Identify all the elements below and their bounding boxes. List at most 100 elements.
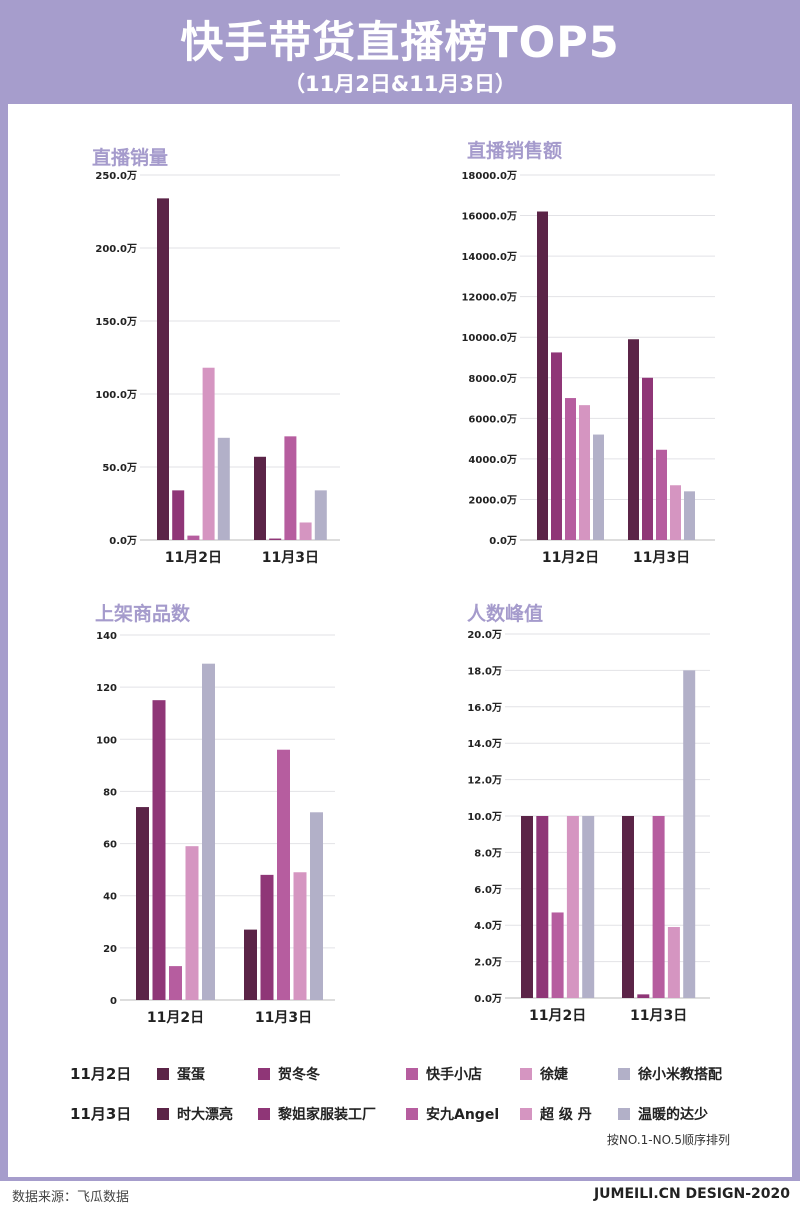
y-tick-label: 100 — [96, 735, 117, 746]
bar — [642, 377, 653, 540]
legend-swatch — [157, 1108, 169, 1120]
legend-swatch — [618, 1108, 630, 1120]
y-tick-label: 14.0万 — [467, 738, 502, 750]
legend-date-2: 11月3日 — [70, 1105, 132, 1123]
bar — [551, 912, 564, 998]
data-source: 数据来源：飞瓜数据 — [12, 1190, 130, 1205]
bar — [277, 749, 290, 1000]
x-category-label: 11月3日 — [630, 1008, 687, 1024]
bar — [565, 398, 576, 540]
y-tick-label: 140 — [96, 631, 117, 642]
y-tick-label: 2000.0万 — [468, 494, 517, 506]
y-tick-label: 50.0万 — [102, 462, 137, 474]
x-category-label: 11月2日 — [165, 550, 222, 566]
bar — [582, 816, 595, 998]
legend-swatch — [258, 1068, 270, 1080]
legend-label: 快手小店 — [426, 1067, 482, 1083]
design-credit: JUMEILI.CN DESIGN-2020 — [593, 1186, 790, 1202]
y-tick-label: 6000.0万 — [468, 413, 517, 425]
bar — [683, 670, 696, 998]
x-category-label: 11月2日 — [147, 1010, 204, 1026]
bar — [202, 663, 215, 1000]
y-tick-label: 200.0万 — [95, 243, 137, 255]
bar — [169, 966, 182, 1000]
y-tick-label: 18.0万 — [467, 665, 502, 677]
y-tick-label: 120 — [96, 683, 117, 694]
y-tick-label: 80 — [103, 787, 117, 798]
chart-title-peak-viewers: 人数峰值 — [467, 603, 544, 625]
bar — [537, 211, 548, 540]
y-tick-label: 10000.0万 — [461, 332, 517, 344]
bar — [172, 490, 185, 540]
legend-item: 时大漂亮 — [157, 1104, 233, 1124]
y-tick-label: 4.0万 — [474, 920, 502, 932]
legend-item: 快手小店 — [406, 1064, 482, 1084]
bar — [244, 929, 257, 1000]
y-tick-label: 8.0万 — [474, 847, 502, 859]
bar — [260, 874, 274, 1000]
legend-item: 安九Angel — [406, 1104, 499, 1124]
legend-label: 安九Angel — [426, 1107, 500, 1123]
y-tick-label: 12.0万 — [467, 775, 502, 787]
bar — [622, 816, 634, 998]
bar — [652, 816, 665, 998]
legend-swatch — [258, 1108, 270, 1120]
bar — [314, 490, 327, 540]
bar — [310, 812, 323, 1000]
bar — [684, 491, 695, 540]
y-tick-label: 100.0万 — [95, 389, 137, 401]
bar — [185, 846, 199, 1000]
legend-label: 超 级 丹 — [540, 1107, 592, 1123]
legend-item: 徐婕 — [520, 1064, 568, 1084]
bar — [152, 700, 166, 1000]
y-tick-label: 8000.0万 — [468, 373, 517, 385]
y-tick-label: 0 — [110, 996, 117, 1007]
legend-label: 时大漂亮 — [177, 1107, 233, 1123]
y-tick-label: 0.0万 — [474, 993, 502, 1005]
y-tick-label: 6.0万 — [474, 884, 502, 896]
chart-title-products: 上架商品数 — [95, 603, 191, 625]
y-tick-label: 10.0万 — [467, 811, 502, 823]
ranking-note: 按NO.1-NO.5顺序排列 — [606, 1133, 730, 1147]
bar — [536, 816, 549, 998]
x-category-label: 11月3日 — [262, 550, 319, 566]
bar — [667, 927, 680, 998]
bar — [299, 522, 312, 540]
bar — [628, 339, 639, 540]
bar — [157, 198, 169, 541]
y-tick-label: 16000.0万 — [461, 211, 517, 223]
legend-swatch — [520, 1108, 532, 1120]
bar — [187, 535, 200, 540]
page-title: 快手带货直播榜TOP5 — [180, 18, 620, 68]
legend-swatch — [157, 1068, 169, 1080]
legend-item: 温暖的达少 — [618, 1104, 708, 1124]
y-tick-label: 0.0万 — [489, 535, 517, 547]
x-category-label: 11月2日 — [542, 550, 599, 566]
y-tick-label: 150.0万 — [95, 316, 137, 328]
y-tick-label: 12000.0万 — [461, 292, 517, 304]
legend-item: 贺冬冬 — [258, 1064, 320, 1084]
y-tick-label: 18000.0万 — [461, 170, 517, 182]
bar — [579, 405, 590, 540]
bar — [637, 994, 650, 998]
bar — [521, 816, 533, 998]
x-category-label: 11月3日 — [633, 550, 690, 566]
y-tick-label: 16.0万 — [467, 702, 502, 714]
bar — [551, 352, 562, 540]
y-tick-label: 60 — [103, 840, 117, 851]
y-tick-label: 2.0万 — [474, 957, 502, 969]
legend-swatch — [520, 1068, 532, 1080]
legend-label: 贺冬冬 — [278, 1067, 320, 1083]
legend-swatch — [406, 1108, 418, 1120]
legend-label: 徐小米教搭配 — [638, 1067, 722, 1083]
bar — [566, 816, 579, 998]
legend-label: 蛋蛋 — [177, 1067, 205, 1083]
chart-title-sales-amount: 直播销售额 — [467, 140, 563, 162]
page-subtitle: （11月2日&11月3日） — [284, 72, 516, 96]
bar — [293, 872, 307, 1000]
y-tick-label: 40 — [103, 892, 117, 903]
y-tick-label: 0.0万 — [109, 535, 137, 547]
bar — [136, 807, 149, 1000]
x-category-label: 11月3日 — [255, 1010, 312, 1026]
